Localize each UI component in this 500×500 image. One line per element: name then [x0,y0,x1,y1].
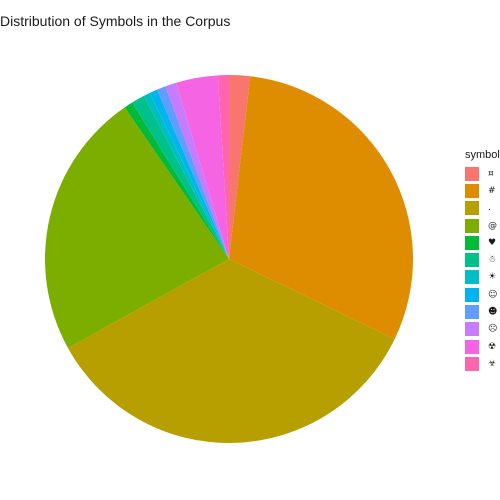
legend-label-1: ¤ [488,168,494,179]
legend-label-9: ☻ [488,307,498,318]
legend-key-4 [465,218,479,233]
legend-key-2 [465,183,479,198]
legend-label-10: ☹ [488,324,498,335]
pie-slice-5 [124,102,229,259]
legend-item-5: ♥ [465,234,500,251]
legend-label-2: # [488,185,496,196]
legend-label-8: ☺ [488,289,498,300]
legend-label-6: ☃ [488,255,497,266]
legend-key-12 [465,356,479,371]
pie-slice-9 [157,86,229,259]
legend-title: symbol [465,149,500,161]
legend-key-5 [465,235,479,250]
legend-label-11: ☢ [488,341,497,352]
legend: symbol ¤ #. @ ♥ ☃ ☀ ☺ ☻ ☹ ☢ ☣ [465,149,500,373]
legend-key-10 [465,322,479,337]
legend-item-11: ☢ [465,338,500,355]
legend-key-3 [465,201,479,216]
legend-label-3: . [488,203,491,214]
legend-label-4: @ [488,220,497,231]
legend-key-9 [465,305,479,320]
legend-key-11 [465,339,479,354]
pie-slice-11 [175,75,229,259]
legend-label-7: ☀ [488,272,497,283]
legend-item-8: ☺ [465,286,500,303]
pie-slice-12 [217,74,229,259]
legend-label-5: ♥ [488,237,497,248]
legend-item-9: ☻ [465,303,500,320]
legend-item-1: ¤ [465,165,500,182]
legend-items: ¤ #. @ ♥ ☃ ☀ ☺ ☻ ☹ ☢ ☣ [465,165,500,373]
pie-slice-1 [229,75,251,259]
pie-slice-7 [143,92,229,259]
legend-key-1 [465,166,479,181]
chart-title: Distribution of Symbols in the Corpus [0,13,231,29]
pie-slice-10 [165,82,229,259]
legend-item-12: ☣ [465,355,500,372]
legend-item-3: . [465,200,500,217]
legend-item-2: # [465,182,500,199]
pie-slice-4 [45,107,229,349]
pie-slice-6 [132,95,229,259]
legend-key-6 [465,253,479,268]
legend-key-8 [465,287,479,302]
legend-item-7: ☀ [465,269,500,286]
pie-slice-8 [149,89,229,259]
pie-slice-3 [68,259,395,443]
legend-item-4: @ [465,217,500,234]
legend-item-10: ☹ [465,321,500,338]
pie-slice-2 [229,76,413,340]
legend-key-7 [465,270,479,285]
legend-label-12: ☣ [488,358,497,369]
legend-item-6: ☃ [465,251,500,268]
